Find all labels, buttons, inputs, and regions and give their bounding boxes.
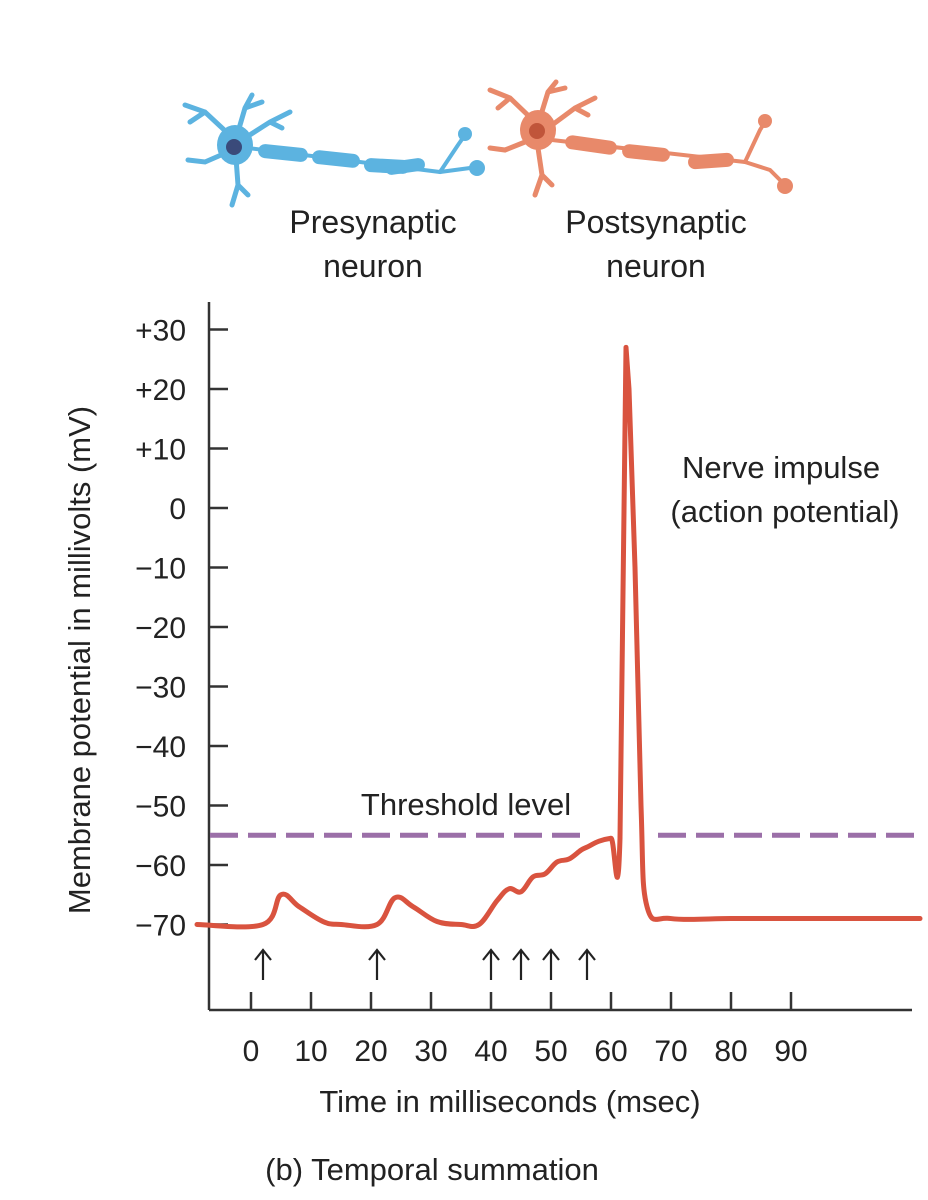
y-tick-label: −10 bbox=[135, 553, 186, 586]
x-tick-label: 70 bbox=[654, 1035, 687, 1068]
presynaptic-neuron-illustration bbox=[182, 92, 485, 208]
stimulus-arrow-icon bbox=[482, 948, 500, 980]
x-axis-title: Time in milliseconds (msec) bbox=[319, 1084, 700, 1119]
presynaptic-label-line1: Presynaptic bbox=[289, 204, 456, 240]
y-tick-label: −30 bbox=[135, 672, 186, 705]
x-tick-label: 10 bbox=[294, 1035, 327, 1068]
x-tick-label: 40 bbox=[474, 1035, 507, 1068]
y-tick-label: +20 bbox=[135, 374, 186, 407]
stimulus-arrow-icon bbox=[542, 948, 560, 980]
y-tick-label: +10 bbox=[135, 434, 186, 467]
postsynaptic-label-line2: neuron bbox=[606, 248, 706, 284]
x-tick-label: 60 bbox=[594, 1035, 627, 1068]
stimulus-arrows bbox=[254, 948, 596, 980]
threshold-label: Threshold level bbox=[361, 787, 571, 822]
stimulus-arrow-icon bbox=[368, 948, 386, 980]
x-tick-label: 30 bbox=[414, 1035, 447, 1068]
y-tick-label: −50 bbox=[135, 791, 186, 824]
nerve-impulse-label-line2: (action potential) bbox=[670, 494, 899, 529]
y-tick-label: +30 bbox=[135, 315, 186, 348]
membrane-potential-trace bbox=[194, 344, 923, 930]
nerve-impulse-label-line1: Nerve impulse bbox=[682, 450, 880, 485]
y-axis-title: Membrane potential in millivolts (mV) bbox=[62, 406, 97, 914]
x-tick-label: 50 bbox=[534, 1035, 567, 1068]
y-tick-label: −70 bbox=[135, 910, 186, 943]
y-tick-label: −60 bbox=[135, 850, 186, 883]
x-tick-label: 80 bbox=[714, 1035, 747, 1068]
y-axis-ticks: +30 +20 +10 0 −10 −20 −30 −40 −50 −60 −70 bbox=[135, 315, 228, 943]
y-tick-label: −20 bbox=[135, 612, 186, 645]
stimulus-arrow-icon bbox=[512, 948, 530, 980]
stimulus-arrow-icon bbox=[578, 948, 596, 980]
x-tick-label: 20 bbox=[354, 1035, 387, 1068]
figure-caption: (b) Temporal summation bbox=[265, 1152, 599, 1187]
postsynaptic-neuron-illustration bbox=[487, 79, 793, 198]
postsynaptic-label-line1: Postsynaptic bbox=[565, 204, 746, 240]
presynaptic-label-line2: neuron bbox=[323, 248, 423, 284]
x-axis-ticks: 0 10 20 30 40 50 60 70 80 90 bbox=[243, 992, 808, 1068]
chart-axes: +30 +20 +10 0 −10 −20 −30 −40 −50 −60 −70 0 10 20 30 4… bbox=[135, 302, 912, 1068]
x-tick-label: 90 bbox=[774, 1035, 807, 1068]
y-tick-label: −40 bbox=[135, 731, 186, 764]
stimulus-arrow-icon bbox=[254, 948, 272, 980]
y-tick-label: 0 bbox=[169, 493, 186, 526]
x-tick-label: 0 bbox=[243, 1035, 260, 1068]
